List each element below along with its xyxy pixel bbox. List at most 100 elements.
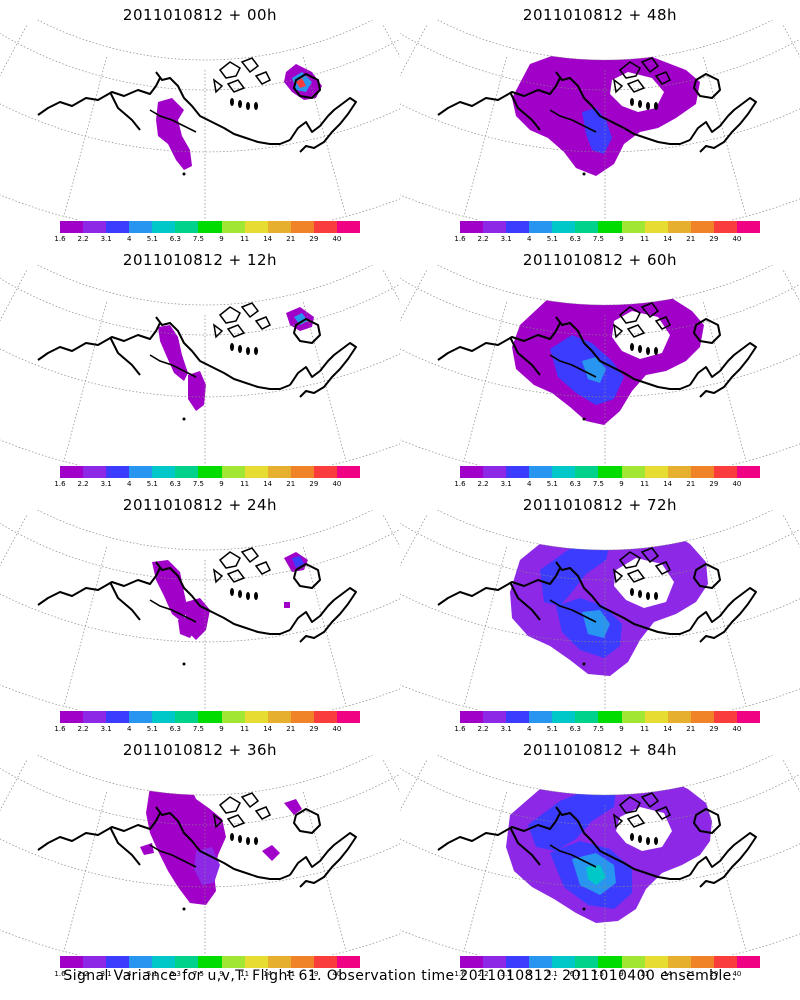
colorbar-label: 5.1: [546, 970, 558, 978]
colorbar-label: 11: [640, 725, 650, 733]
variance-field: [512, 44, 700, 176]
meridian-line: [383, 270, 400, 303]
island: [654, 102, 658, 110]
variance-field: [140, 781, 302, 905]
coastline-alaska: [555, 316, 691, 390]
colorbar-label: 9: [219, 970, 224, 978]
colorbar-swatch: [267, 466, 291, 478]
coastline-north-america: [289, 342, 357, 398]
colorbar-label: 6.3: [169, 235, 181, 243]
colorbar-swatch: [575, 711, 599, 723]
colorbar-swatch: [598, 711, 622, 723]
colorbar-swatch: [60, 711, 84, 723]
colorbar-swatch: [83, 221, 107, 233]
latitude-line: [0, 103, 400, 153]
coastline-aleutians: [549, 109, 597, 133]
island: [638, 100, 642, 108]
colorbar-labels: 1.6 2.2 3.1 4 5.1 6.3 7.5 9 11 14 21 29 40: [454, 725, 760, 735]
island: [246, 347, 250, 355]
island: [646, 837, 650, 845]
colorbar-swatch: [529, 221, 553, 233]
colorbar-swatch: [336, 221, 361, 233]
colorbar-label: 21: [686, 725, 696, 733]
latitude-line: [436, 265, 774, 306]
coastline-kamchatka: [509, 581, 541, 621]
meridian-line: [400, 515, 427, 567]
colorbar-swatch: [483, 466, 507, 478]
coastline-kamchatka: [109, 91, 141, 131]
colorbar-label: 29: [309, 235, 319, 243]
colorbar-swatch: [713, 956, 737, 968]
island: [654, 837, 658, 845]
coastline-hudson-bay: [293, 808, 321, 834]
colorbar-swatch: [621, 221, 645, 233]
island: [582, 662, 586, 666]
coastline-arctic-archipelago: [612, 57, 672, 94]
colorbar-label: 6.3: [569, 970, 581, 978]
colorbar-swatch: [221, 466, 245, 478]
colorbar-label: 3.1: [500, 725, 512, 733]
meridian-line: [383, 760, 400, 793]
island: [182, 907, 186, 911]
colorbar-label: 40: [332, 480, 342, 488]
coastline-arctic-archipelago: [612, 302, 672, 339]
colorbar-swatch: [736, 466, 761, 478]
variance-field: [158, 307, 314, 411]
polar-map: [0, 510, 400, 710]
island: [182, 662, 186, 666]
colorbar-swatch: [552, 221, 576, 233]
meridian-line: [463, 57, 507, 217]
meridian-line: [303, 302, 347, 462]
colorbar-label: 4: [526, 480, 532, 488]
colorbar-swatch: [713, 711, 737, 723]
coastline-alaska: [555, 561, 691, 635]
colorbar-swatch: [267, 956, 291, 968]
colorbar-label: 3.1: [100, 725, 112, 733]
colorbar-swatch: [506, 466, 530, 478]
coastline-kamchatka: [509, 91, 541, 131]
coastline-hudson-bay: [293, 318, 321, 344]
colorbar-label: 1.6: [454, 970, 466, 978]
colorbar-label: 2.2: [477, 235, 489, 243]
colorbar-label: 5.1: [546, 235, 558, 243]
colorbar-swatch: [198, 466, 222, 478]
island: [630, 833, 634, 841]
coastline-alaska: [155, 561, 291, 635]
island: [630, 588, 634, 596]
colorbar: [60, 221, 361, 233]
island: [582, 907, 586, 911]
colorbar-swatch: [290, 711, 314, 723]
coastline-asia: [437, 567, 561, 606]
colorbar-label: 3.1: [100, 970, 112, 978]
island: [238, 590, 242, 598]
polar-map: [400, 510, 800, 710]
map-panel: 2011010812 + 00h 1.6 2.2 3.1 4 5.1 6.3 7.5 9 11 1…: [0, 0, 400, 245]
colorbar-label: 1.6: [454, 725, 466, 733]
colorbar-swatch: [529, 711, 553, 723]
meridian-line: [383, 25, 400, 58]
colorbar-swatch: [267, 221, 291, 233]
coastline-hudson-bay: [693, 318, 721, 344]
colorbar-label: 3.1: [100, 480, 112, 488]
polar-map: [0, 265, 400, 465]
colorbar-swatch: [175, 956, 199, 968]
colorbar-label: 5.1: [146, 725, 158, 733]
colorbar-label: 9: [619, 480, 624, 488]
colorbar-swatch: [575, 466, 599, 478]
colorbar-label: 1.6: [54, 725, 66, 733]
colorbar-swatch: [244, 711, 268, 723]
colorbar-label: 21: [686, 235, 696, 243]
colorbar-label: 14: [263, 725, 273, 733]
coastline-arctic-archipelago: [212, 302, 272, 339]
colorbar-labels: 1.6 2.2 3.1 4 5.1 6.3 7.5 9 11 14 21 29 40: [454, 480, 760, 490]
colorbar-label: 11: [640, 235, 650, 243]
colorbar-label: 40: [732, 480, 742, 488]
colorbar-swatch: [106, 221, 130, 233]
island: [246, 837, 250, 845]
island: [254, 102, 258, 110]
polar-map: [400, 265, 800, 465]
panel-title: 2011010812 + 60h: [522, 251, 678, 269]
colorbar-label: 7.5: [192, 725, 205, 733]
colorbar-label: 29: [709, 480, 719, 488]
coastline-aleutians: [549, 844, 597, 868]
